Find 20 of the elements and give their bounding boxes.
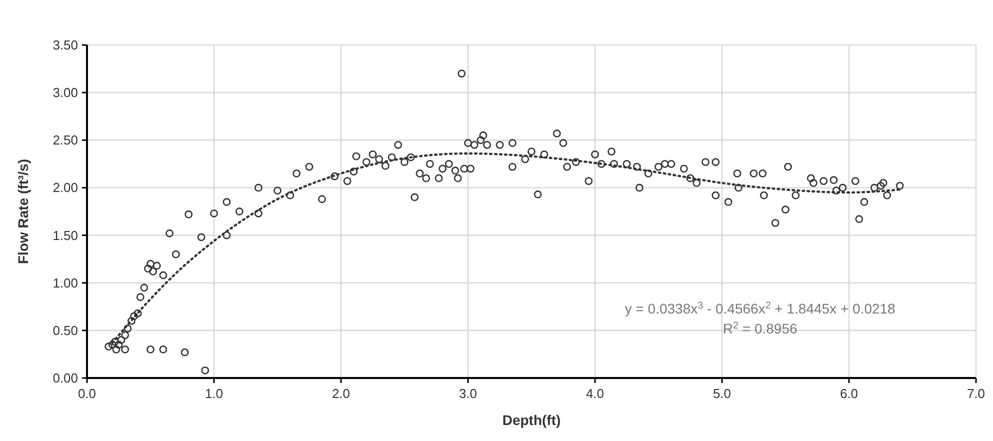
annotation: y = 0.0338x$^{3}$ - 0.4566x$^{2}$ + 1.8445x + 0.0218 xyxy=(624,300,896,316)
x-tick-label: 6.0 xyxy=(840,386,858,401)
y-tick-label: 2.00 xyxy=(52,180,78,196)
x-tick-label: 4.0 xyxy=(586,386,604,401)
x-axis-title: Depth(ft) xyxy=(502,412,561,428)
y-tick-label: 1.00 xyxy=(52,275,78,290)
x-tick-label: 7.0 xyxy=(966,386,986,401)
annotation: R$^{2}$ = 0.8956 xyxy=(722,320,798,336)
x-tick-label: 1.0 xyxy=(204,386,224,401)
y-tick-label: 0.50 xyxy=(52,322,78,338)
y-tick-label: 3.00 xyxy=(52,85,78,100)
y-tick-label: 1.50 xyxy=(52,228,78,243)
y-tick-label: 2.50 xyxy=(52,132,78,148)
y-tick-label: 3.50 xyxy=(52,38,78,52)
y-axis-title: Flow Rate (ft³/s) xyxy=(15,159,31,264)
y-tick-label: 0.00 xyxy=(52,370,78,386)
x-tick-label: 3.0 xyxy=(458,386,478,401)
x-tick-label: 2.0 xyxy=(332,386,350,401)
x-tick-label: 5.0 xyxy=(712,386,732,401)
x-tick-label: 0.0 xyxy=(78,386,96,401)
